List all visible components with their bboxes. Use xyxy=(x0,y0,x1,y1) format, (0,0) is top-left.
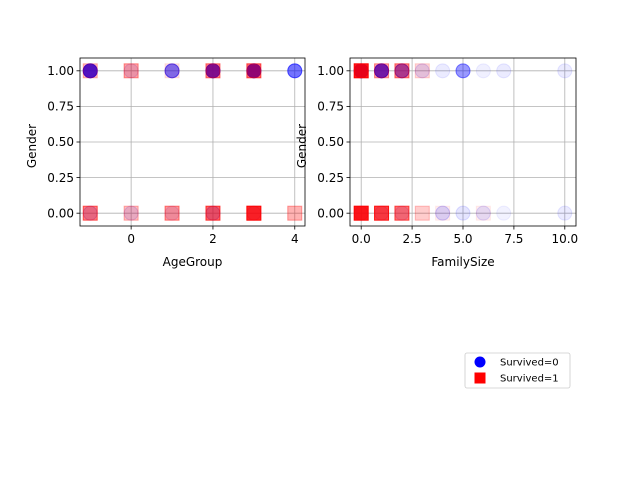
y-tick-label: 0.25 xyxy=(47,171,74,185)
point-survived-1 xyxy=(123,63,139,79)
point-survived-0 xyxy=(123,205,139,221)
point-survived-1 xyxy=(287,205,303,221)
point-survived-0 xyxy=(287,63,303,79)
subplot-agegroup: 0 2 4 0.00 0.25 0.50 0.75 1.00 AgeGroup Gender xyxy=(25,57,306,269)
point-survived-1 xyxy=(82,205,98,221)
point-survived-1 xyxy=(353,205,369,221)
x-tick-label: 7.5 xyxy=(504,232,523,246)
point-survived-0 xyxy=(496,205,512,221)
legend-label-survived-1: Survived=1 xyxy=(500,374,559,385)
y-axis-label: Gender xyxy=(25,124,39,168)
point-survived-1 xyxy=(374,205,390,221)
x-tick-label: 4 xyxy=(291,232,299,246)
x-axis-label: AgeGroup xyxy=(163,255,223,269)
y-tick-label: 1.00 xyxy=(47,64,74,78)
x-tick-label: 10.0 xyxy=(551,232,578,246)
point-survived-0 xyxy=(475,205,491,221)
point-survived-0 xyxy=(164,205,180,221)
point-survived-1 xyxy=(205,205,221,221)
point-survived-0 xyxy=(435,205,451,221)
x-tick-label: 2.5 xyxy=(403,232,422,246)
point-survived-1 xyxy=(394,205,410,221)
point-survived-0 xyxy=(123,63,139,79)
point-survived-0 xyxy=(164,63,180,79)
point-survived-1 xyxy=(435,205,451,221)
point-survived-1 xyxy=(164,205,180,221)
subplot-familysize: 0.0 2.5 5.0 7.5 10.0 0.00 0.25 0.50 0.75 1.00 Fam… xyxy=(295,57,578,269)
legend-marker-circle-icon xyxy=(474,356,486,368)
legend: Survived=0 Survived=1 xyxy=(464,352,571,389)
y-tick-label: 0.00 xyxy=(317,206,344,220)
y-tick-label: 0.50 xyxy=(317,135,344,149)
point-survived-0 xyxy=(414,63,430,79)
y-tick-label: 0.25 xyxy=(317,171,344,185)
axes-frame xyxy=(349,57,577,227)
point-survived-0 xyxy=(455,205,471,221)
y-axis-label: Gender xyxy=(295,124,309,168)
point-survived-1 xyxy=(475,205,491,221)
point-survived-0 xyxy=(496,63,512,79)
axes-frame xyxy=(79,57,306,227)
legend-frame xyxy=(464,352,571,389)
point-survived-0 xyxy=(374,63,390,79)
point-survived-0 xyxy=(557,63,573,79)
point-survived-0 xyxy=(435,63,451,79)
point-survived-1 xyxy=(205,63,221,79)
y-tick-label: 0.50 xyxy=(47,135,74,149)
legend-marker-square-icon xyxy=(474,372,486,384)
point-survived-1 xyxy=(164,63,180,79)
point-survived-1 xyxy=(394,63,410,79)
x-tick-label: 5.0 xyxy=(453,232,472,246)
point-survived-1 xyxy=(246,63,262,79)
x-tick-label: 2 xyxy=(209,232,217,246)
point-survived-0 xyxy=(455,63,471,79)
point-survived-0 xyxy=(82,63,98,79)
y-tick-label: 1.00 xyxy=(317,64,344,78)
legend-label-survived-0: Survived=0 xyxy=(500,358,559,369)
y-tick-label: 0.75 xyxy=(47,100,74,114)
point-survived-1 xyxy=(374,63,390,79)
x-tick-label: 0.0 xyxy=(352,232,371,246)
point-survived-1 xyxy=(414,63,430,79)
y-tick-label: 0.00 xyxy=(47,206,74,220)
point-survived-0 xyxy=(475,63,491,79)
point-survived-1 xyxy=(82,63,98,79)
point-survived-1 xyxy=(123,205,139,221)
y-tick-label: 0.75 xyxy=(317,100,344,114)
x-tick-label: 0 xyxy=(127,232,135,246)
point-survived-1 xyxy=(414,205,430,221)
point-survived-0 xyxy=(557,205,573,221)
x-axis-label: FamilySize xyxy=(431,255,494,269)
point-survived-1 xyxy=(246,205,262,221)
point-survived-1 xyxy=(353,63,369,79)
